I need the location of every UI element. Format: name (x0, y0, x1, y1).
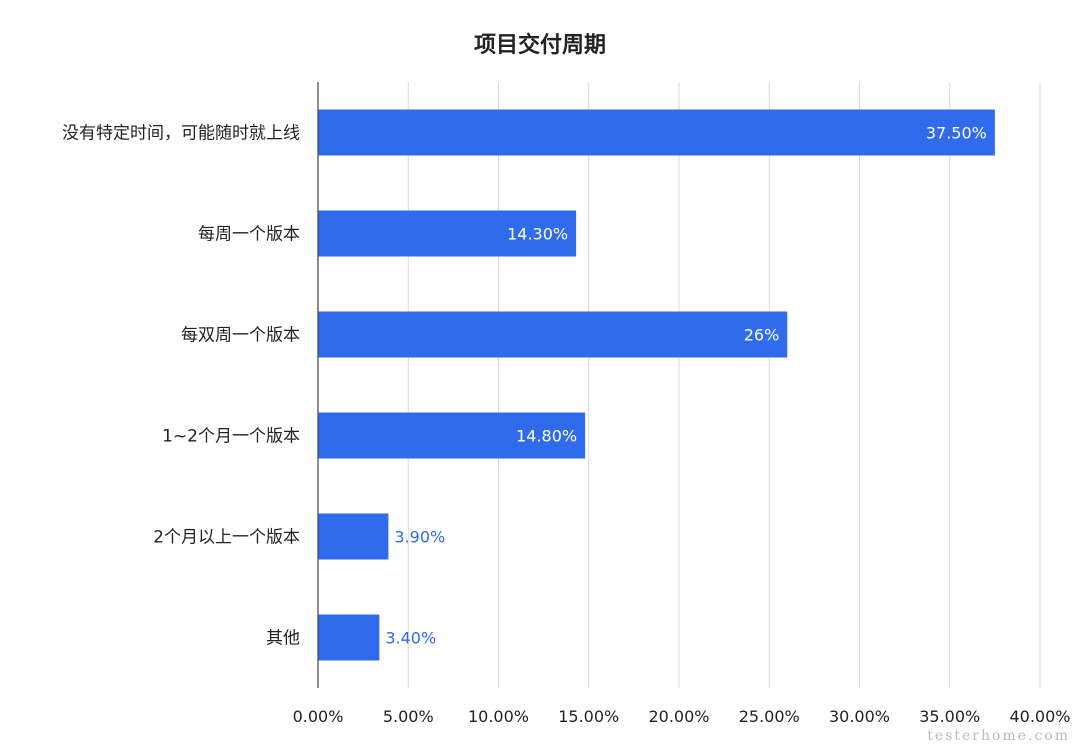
gridlines (407, 82, 1041, 688)
data-label: 3.90% (394, 528, 445, 547)
chart-title: 项目交付周期 (474, 32, 606, 58)
bar (318, 311, 788, 358)
bar (318, 109, 995, 156)
bar (318, 614, 380, 661)
bar (318, 210, 577, 257)
category-label: 其他 (266, 629, 300, 649)
bar (318, 412, 586, 459)
x-tick-label: 5.00% (383, 707, 434, 726)
bars: 37.50% 14.30% 26% 14.80% 3.90% 3.40% (318, 109, 995, 661)
category-label: 每周一个版本 (198, 225, 300, 245)
x-axis-tick-labels: 0.00% 5.00% 10.00% 15.00% 20.00% 25.00% 30.00%… (293, 707, 1071, 726)
category-label: 2个月以上一个版本 (153, 528, 300, 548)
x-tick-label: 0.00% (293, 707, 344, 726)
bar (318, 513, 389, 560)
category-label: 每双周一个版本 (181, 326, 300, 346)
x-tick-label: 10.00% (468, 707, 529, 726)
x-tick-label: 40.00% (1009, 707, 1070, 726)
data-label: 14.30% (507, 225, 568, 244)
data-label: 14.80% (516, 427, 577, 446)
x-tick-label: 35.00% (919, 707, 980, 726)
x-tick-label: 20.00% (648, 707, 709, 726)
category-label: 1~2个月一个版本 (162, 427, 300, 447)
x-tick-label: 25.00% (739, 707, 800, 726)
x-tick-label: 15.00% (558, 707, 619, 726)
data-label: 37.50% (926, 124, 987, 143)
watermark: testerhome.com (927, 728, 1070, 744)
x-tick-label: 30.00% (829, 707, 890, 726)
data-label: 26% (744, 326, 780, 345)
data-label: 3.40% (385, 629, 436, 648)
category-label: 没有特定时间，可能随时就上线 (62, 124, 300, 144)
